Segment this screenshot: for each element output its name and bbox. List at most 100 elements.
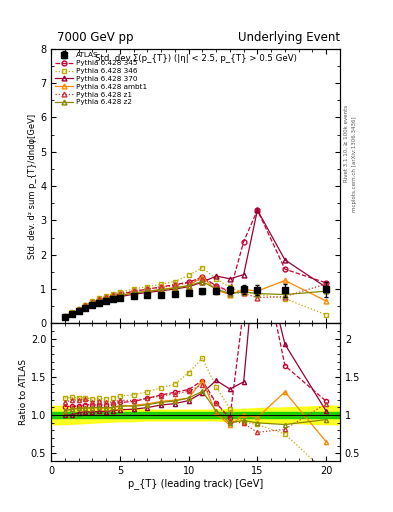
X-axis label: p_{T} (leading track) [GeV]: p_{T} (leading track) [GeV] bbox=[128, 478, 263, 489]
Pythia 6.428 ambt1 bbox=[90, 301, 95, 307]
Pythia 6.428 370 bbox=[214, 273, 219, 279]
Pythia 6.428 z1 bbox=[200, 275, 205, 282]
Pythia 6.428 370 bbox=[145, 289, 150, 295]
Pythia 6.428 346 bbox=[104, 293, 108, 299]
Pythia 6.428 345 bbox=[214, 283, 219, 289]
Pythia 6.428 346 bbox=[76, 306, 81, 312]
Text: Std. dev.Σ(p_{T}) (|η| < 2.5, p_{T} > 0.5 GeV): Std. dev.Σ(p_{T}) (|η| < 2.5, p_{T} > 0.… bbox=[95, 54, 296, 63]
Pythia 6.428 z1 bbox=[255, 294, 260, 301]
Pythia 6.428 346 bbox=[283, 295, 287, 302]
Pythia 6.428 345 bbox=[69, 310, 74, 316]
Pythia 6.428 370 bbox=[62, 314, 67, 321]
Pythia 6.428 ambt1 bbox=[283, 278, 287, 284]
Pythia 6.428 346 bbox=[214, 275, 219, 282]
Pythia 6.428 z2 bbox=[118, 292, 122, 298]
Pythia 6.428 370 bbox=[186, 284, 191, 290]
Pythia 6.428 ambt1 bbox=[255, 288, 260, 294]
Pythia 6.428 370 bbox=[241, 271, 246, 278]
Y-axis label: Std. dev. d² sum p_{T}/dndφ[GeV]: Std. dev. d² sum p_{T}/dndφ[GeV] bbox=[28, 114, 37, 259]
Pythia 6.428 345 bbox=[173, 282, 177, 288]
Pythia 6.428 ambt1 bbox=[104, 295, 108, 302]
Pythia 6.428 z2 bbox=[241, 289, 246, 295]
Pythia 6.428 346 bbox=[186, 272, 191, 279]
Pythia 6.428 346 bbox=[255, 291, 260, 297]
Pythia 6.428 ambt1 bbox=[324, 298, 329, 304]
Pythia 6.428 370 bbox=[200, 279, 205, 285]
Pythia 6.428 z2 bbox=[255, 290, 260, 296]
Pythia 6.428 z2 bbox=[83, 304, 88, 310]
Pythia 6.428 ambt1 bbox=[214, 287, 219, 293]
Text: mcplots.cern.ch [arXiv:1306.3436]: mcplots.cern.ch [arXiv:1306.3436] bbox=[352, 116, 357, 211]
Pythia 6.428 z2 bbox=[131, 290, 136, 296]
Pythia 6.428 z1 bbox=[118, 290, 122, 296]
Pythia 6.428 z2 bbox=[62, 314, 67, 320]
Pythia 6.428 z1 bbox=[241, 290, 246, 296]
Pythia 6.428 z2 bbox=[159, 287, 163, 293]
Pythia 6.428 z1 bbox=[186, 280, 191, 286]
Pythia 6.428 ambt1 bbox=[200, 274, 205, 280]
Pythia 6.428 346 bbox=[173, 279, 177, 285]
Pythia 6.428 370 bbox=[324, 284, 329, 290]
Pythia 6.428 345 bbox=[283, 266, 287, 272]
Pythia 6.428 346 bbox=[200, 265, 205, 271]
Pythia 6.428 z1 bbox=[83, 302, 88, 308]
Pythia 6.428 ambt1 bbox=[69, 311, 74, 317]
Pythia 6.428 345 bbox=[76, 307, 81, 313]
Line: Pythia 6.428 ambt1: Pythia 6.428 ambt1 bbox=[62, 274, 329, 319]
Text: Rivet 3.1.10, ≥ 100k events: Rivet 3.1.10, ≥ 100k events bbox=[344, 105, 349, 182]
Pythia 6.428 z2 bbox=[173, 285, 177, 291]
Pythia 6.428 345 bbox=[228, 288, 232, 294]
Pythia 6.428 345 bbox=[145, 286, 150, 292]
Pythia 6.428 z2 bbox=[111, 294, 116, 300]
Pythia 6.428 370 bbox=[90, 302, 95, 308]
Pythia 6.428 346 bbox=[131, 286, 136, 292]
Pythia 6.428 345 bbox=[186, 279, 191, 285]
Pythia 6.428 345 bbox=[111, 293, 116, 299]
Line: Pythia 6.428 346: Pythia 6.428 346 bbox=[62, 265, 329, 318]
Pythia 6.428 345 bbox=[241, 239, 246, 245]
Pythia 6.428 346 bbox=[69, 309, 74, 315]
Pythia 6.428 345 bbox=[104, 294, 108, 301]
Pythia 6.428 z2 bbox=[97, 297, 102, 304]
Pythia 6.428 370 bbox=[104, 296, 108, 303]
Pythia 6.428 345 bbox=[200, 274, 205, 280]
Pythia 6.428 346 bbox=[228, 284, 232, 290]
Pythia 6.428 346 bbox=[111, 291, 116, 297]
Pythia 6.428 370 bbox=[131, 291, 136, 297]
Pythia 6.428 370 bbox=[283, 257, 287, 263]
Pythia 6.428 346 bbox=[118, 289, 122, 295]
Pythia 6.428 370 bbox=[228, 275, 232, 282]
Pythia 6.428 370 bbox=[111, 295, 116, 301]
Pythia 6.428 ambt1 bbox=[118, 292, 122, 298]
Pythia 6.428 z1 bbox=[76, 306, 81, 312]
Pythia 6.428 ambt1 bbox=[131, 290, 136, 296]
Pythia 6.428 346 bbox=[241, 289, 246, 295]
Pythia 6.428 z2 bbox=[76, 307, 81, 313]
Pythia 6.428 z1 bbox=[62, 313, 67, 319]
Pythia 6.428 370 bbox=[97, 298, 102, 305]
Pythia 6.428 345 bbox=[131, 288, 136, 294]
Pythia 6.428 345 bbox=[118, 291, 122, 297]
Pythia 6.428 z1 bbox=[283, 293, 287, 300]
Y-axis label: Ratio to ATLAS: Ratio to ATLAS bbox=[19, 359, 28, 425]
Pythia 6.428 345 bbox=[83, 303, 88, 309]
Pythia 6.428 345 bbox=[97, 297, 102, 303]
Pythia 6.428 370 bbox=[69, 311, 74, 317]
Pythia 6.428 345 bbox=[90, 300, 95, 306]
Line: Pythia 6.428 345: Pythia 6.428 345 bbox=[62, 208, 329, 319]
Pythia 6.428 z2 bbox=[69, 311, 74, 317]
Pythia 6.428 z2 bbox=[90, 301, 95, 307]
Pythia 6.428 346 bbox=[159, 281, 163, 287]
Pythia 6.428 ambt1 bbox=[186, 283, 191, 289]
Pythia 6.428 z1 bbox=[69, 310, 74, 316]
Pythia 6.428 ambt1 bbox=[159, 286, 163, 292]
Pythia 6.428 346 bbox=[324, 312, 329, 318]
Pythia 6.428 346 bbox=[97, 295, 102, 302]
Pythia 6.428 370 bbox=[76, 308, 81, 314]
Pythia 6.428 z1 bbox=[104, 294, 108, 300]
Pythia 6.428 370 bbox=[255, 207, 260, 213]
Pythia 6.428 345 bbox=[255, 207, 260, 213]
Pythia 6.428 ambt1 bbox=[228, 291, 232, 297]
Pythia 6.428 z1 bbox=[131, 288, 136, 294]
Line: Pythia 6.428 z2: Pythia 6.428 z2 bbox=[62, 279, 329, 319]
